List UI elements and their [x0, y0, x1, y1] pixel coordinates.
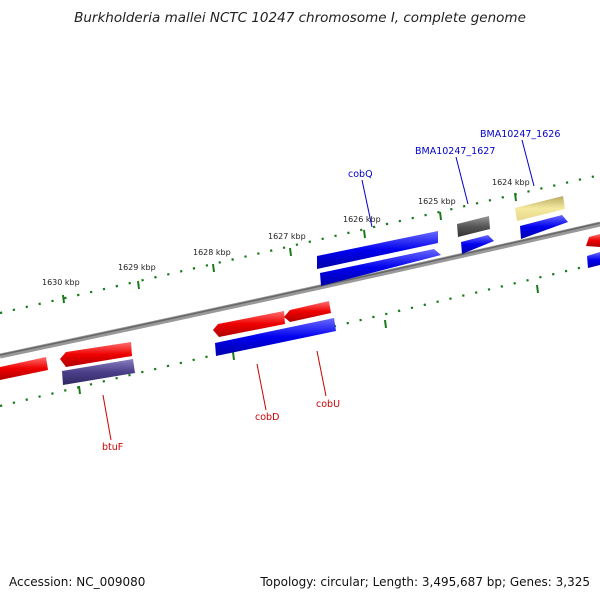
leader-cobD: [256, 363, 267, 411]
gene-edge-blue[interactable]: [587, 252, 600, 268]
genome-summary-text: Topology: circular; Length: 3,495,687 bp…: [260, 575, 590, 589]
gene-BMA10247_1627[interactable]: [457, 216, 490, 237]
tick-label-1624: 1624 kbp: [492, 178, 530, 187]
gene-forward-1[interactable]: [320, 249, 441, 286]
gene-edge-red[interactable]: [586, 234, 600, 247]
gene-left-edge[interactable]: [0, 357, 48, 380]
gene-forward-3[interactable]: [520, 215, 568, 239]
major-tick-1630: [62, 294, 65, 304]
inner-major-tick-c: [384, 319, 387, 329]
leader-BMA10247_1627: [455, 156, 469, 205]
gene-cobQ[interactable]: [317, 231, 438, 269]
outer-tick-ring: [0, 173, 600, 315]
label-cobD: cobD: [255, 412, 279, 423]
gene-forward-inner[interactable]: [215, 318, 336, 356]
label-cobU: cobU: [316, 399, 340, 410]
gene-BMA10247_1626[interactable]: [515, 196, 565, 221]
major-tick-1628: [212, 263, 215, 273]
major-tick-1629: [137, 280, 140, 290]
tick-label-1625: 1625 kbp: [418, 197, 456, 206]
inner-tick-ring: [0, 261, 600, 408]
tick-label-1628: 1628 kbp: [193, 248, 231, 257]
inner-major-tick-d: [536, 284, 539, 294]
chromosome-backbone-edge: [0, 222, 600, 356]
reverse-strand-genes: [0, 301, 336, 385]
major-tick-1627: [289, 247, 292, 257]
leader-btuF: [102, 394, 112, 441]
leader-cobQ: [361, 179, 373, 228]
label-cobQ: cobQ: [348, 169, 373, 180]
forward-strand-genes: [317, 196, 600, 286]
gene-cobU[interactable]: [284, 301, 331, 322]
tick-label-1627: 1627 kbp: [268, 232, 306, 241]
gene-btuF[interactable]: [62, 359, 135, 385]
major-tick-1626: [363, 229, 366, 239]
chromosome-backbone: [0, 221, 600, 359]
inner-major-tick-b: [232, 351, 235, 361]
major-tick-1625: [439, 211, 442, 221]
gene-reverse-btu-upper[interactable]: [60, 342, 132, 367]
accession-text: Accession: NC_009080: [9, 575, 146, 589]
leader-BMA10247_1626: [521, 139, 535, 187]
leader-cobU: [316, 350, 327, 397]
map-title: Burkholderia mallei NCTC 10247 chromosom…: [74, 10, 526, 26]
major-tick-1624: [514, 192, 517, 202]
gene-cobD[interactable]: [213, 311, 285, 337]
label-btuF: btuF: [102, 442, 123, 453]
tick-label-1626: 1626 kbp: [343, 215, 381, 224]
tick-label-1629: 1629 kbp: [118, 263, 156, 272]
tick-label-1630: 1630 kbp: [42, 278, 80, 287]
inner-major-tick-a: [78, 385, 81, 395]
gene-forward-2[interactable]: [461, 235, 494, 254]
label-BMA10247_1626: BMA10247_1626: [480, 129, 560, 140]
label-BMA10247_1627: BMA10247_1627: [415, 146, 495, 157]
